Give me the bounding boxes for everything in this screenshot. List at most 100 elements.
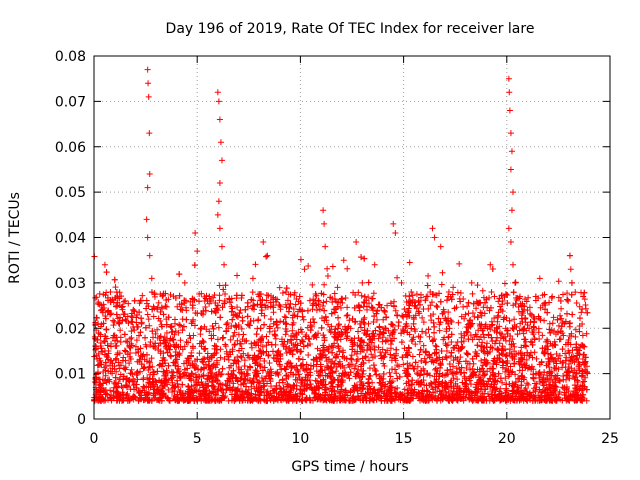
data-point: [559, 346, 566, 353]
data-point: [269, 387, 276, 394]
data-point: [405, 309, 412, 316]
data-point: [268, 341, 275, 348]
data-point: [467, 366, 474, 373]
data-point: [191, 364, 198, 371]
data-point: [112, 374, 119, 381]
data-point: [444, 371, 451, 378]
data-point: [418, 357, 425, 364]
data-point: [293, 295, 300, 302]
data-point: [175, 365, 182, 372]
data-point: [116, 314, 123, 321]
data-point: [514, 397, 521, 404]
data-point: [290, 305, 297, 312]
data-point: [437, 361, 444, 368]
data-point: [343, 355, 350, 362]
data-point: [466, 360, 473, 367]
data-point: [202, 304, 209, 311]
data-point: [540, 375, 547, 382]
data-point: [196, 350, 203, 357]
data-point: [259, 343, 266, 350]
data-point: [546, 358, 553, 365]
data-point: [290, 371, 297, 378]
data-point: [409, 292, 416, 299]
data-point: [186, 373, 193, 380]
data-point: [346, 317, 353, 324]
data-point: [368, 304, 375, 311]
data-point: [537, 316, 544, 323]
data-point: [287, 336, 294, 343]
data-point: [142, 324, 149, 331]
data-point: [566, 252, 573, 259]
data-point: [406, 259, 413, 266]
data-point: [339, 392, 346, 399]
data-point: [448, 318, 455, 325]
data-point: [355, 289, 362, 296]
data-point: [344, 265, 351, 272]
data-point: [495, 370, 502, 377]
data-point: [507, 393, 514, 400]
data-point: [558, 305, 565, 312]
data-point: [107, 394, 114, 401]
data-point: [507, 346, 514, 353]
data-point: [272, 396, 279, 403]
data-point: [483, 381, 490, 388]
data-point: [255, 316, 262, 323]
data-point: [371, 343, 378, 350]
data-point: [382, 338, 389, 345]
data-point: [483, 296, 490, 303]
data-point: [256, 396, 263, 403]
data-point: [376, 330, 383, 337]
data-point: [438, 281, 445, 288]
data-point: [212, 300, 219, 307]
data-point: [131, 297, 138, 304]
data-point: [112, 284, 119, 291]
data-point: [224, 382, 231, 389]
data-point: [264, 392, 271, 399]
data-point: [227, 336, 234, 343]
data-point: [313, 368, 320, 375]
data-point: [133, 337, 140, 344]
data-point: [128, 334, 135, 341]
data-point: [282, 331, 289, 338]
data-point: [329, 349, 336, 356]
data-point: [168, 368, 175, 375]
data-point: [433, 302, 440, 309]
data-point: [102, 372, 109, 379]
data-point: [503, 385, 510, 392]
data-point: [320, 381, 327, 388]
data-point: [118, 397, 125, 404]
data-point: [364, 380, 371, 387]
data-point: [243, 390, 250, 397]
data-point: [394, 312, 401, 319]
data-point: [465, 336, 472, 343]
data-point: [213, 359, 220, 366]
data-point: [423, 382, 430, 389]
data-point: [308, 384, 315, 391]
data-point: [214, 336, 221, 343]
data-point: [241, 357, 248, 364]
data-point: [397, 391, 404, 398]
data-point: [565, 297, 572, 304]
data-point: [544, 309, 551, 316]
data-point: [284, 381, 291, 388]
data-point: [307, 381, 314, 388]
data-point: [113, 311, 120, 318]
data-point: [113, 303, 120, 310]
data-point: [177, 373, 184, 380]
data-point: [373, 371, 380, 378]
data-point: [206, 328, 213, 335]
data-point: [487, 365, 494, 372]
chart-title: Day 196 of 2019, Rate Of TEC Index for r…: [166, 21, 535, 37]
data-point: [459, 379, 466, 386]
data-point: [520, 376, 527, 383]
data-point: [113, 355, 120, 362]
data-point: [443, 354, 450, 361]
data-point: [111, 276, 118, 283]
data-point: [187, 335, 194, 342]
data-point: [404, 371, 411, 378]
data-point: [351, 384, 358, 391]
data-point: [297, 256, 304, 263]
data-point: [127, 344, 134, 351]
data-point: [200, 384, 207, 391]
data-point: [227, 362, 234, 369]
